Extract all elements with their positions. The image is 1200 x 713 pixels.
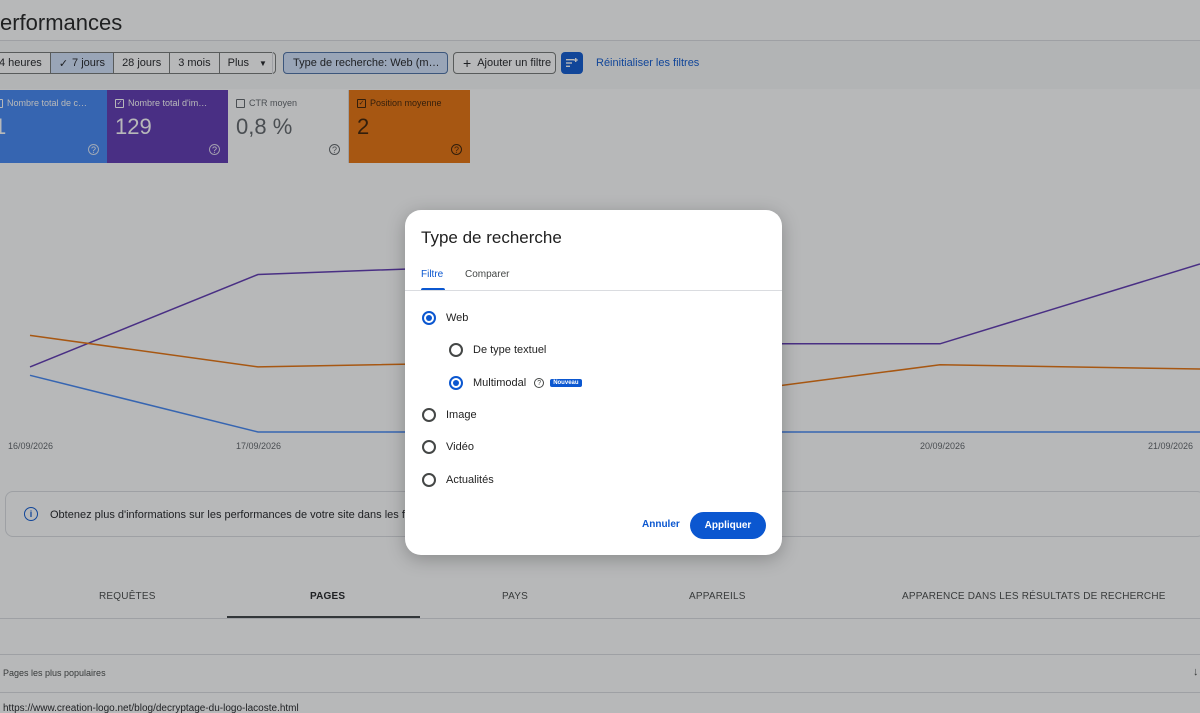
metric-label: Position moyenne — [370, 98, 442, 108]
option-multimodal[interactable]: Multimodal ? Nouveau — [449, 376, 582, 390]
option-web[interactable]: Web — [422, 311, 468, 325]
search-type-dialog: Type de recherche Filtre Comparer Web De… — [405, 210, 782, 555]
help-icon[interactable]: ? — [88, 144, 99, 155]
filter-settings-button[interactable] — [561, 52, 583, 74]
option-label: De type textuel — [473, 344, 547, 356]
info-banner-text: Obtenez plus d'informations sur les perf… — [50, 509, 456, 521]
table-column-header[interactable]: Pages les plus populaires — [3, 668, 106, 678]
page-title: erformances — [0, 10, 123, 35]
option-image[interactable]: Image — [422, 408, 477, 422]
date-range-more[interactable]: Plus ▼ — [218, 53, 275, 73]
radio-selected-icon — [422, 311, 436, 325]
help-icon[interactable]: ? — [534, 378, 545, 388]
help-icon[interactable]: ? — [209, 144, 220, 155]
tab-pages[interactable]: PAGES — [310, 591, 346, 602]
radio-unselected-icon — [422, 408, 436, 422]
add-filter-label: Ajouter un filtre — [477, 57, 552, 69]
add-filter-button[interactable]: + Ajouter un filtre — [453, 52, 556, 74]
metric-label: Nombre total d'im… — [128, 98, 208, 108]
metric-value: 129 — [115, 114, 152, 139]
date-range-4h[interactable]: 4 heures — [0, 57, 42, 69]
tab-countries[interactable]: PAYS — [502, 591, 528, 602]
metric-value: 0,8 % — [236, 114, 293, 139]
metric-card-total-impressions[interactable]: ✓ Nombre total d'im… 129 ? — [107, 90, 228, 163]
checkbox-checked-icon: ✓ — [115, 98, 124, 108]
option-label: Web — [446, 312, 469, 324]
date-range-selector: 4 heures ✓ 7 jours 28 jours 3 mois Plus … — [0, 52, 276, 74]
filter-list-icon — [566, 58, 578, 67]
radio-unselected-icon — [449, 343, 463, 357]
x-axis-label: 20/09/2026 — [920, 441, 966, 451]
apply-button[interactable]: Appliquer — [690, 512, 766, 539]
new-badge: Nouveau — [550, 379, 582, 387]
radio-selected-icon — [449, 376, 463, 390]
dialog-divider — [405, 290, 782, 291]
help-icon[interactable]: ? — [451, 144, 462, 155]
caret-down-icon: ▼ — [259, 58, 267, 68]
checkbox-checked-icon: ✓ — [0, 98, 3, 108]
date-range-28d[interactable]: 28 jours — [113, 53, 169, 73]
metric-card-average-ctr[interactable]: CTR moyen 0,8 % ? — [228, 90, 349, 163]
x-axis-label: 21/09/2026 — [1148, 441, 1194, 451]
date-range-3m[interactable]: 3 mois — [169, 53, 218, 73]
dialog-active-tab-indicator — [421, 288, 445, 290]
tab-queries[interactable]: REQUÊTES — [99, 591, 156, 602]
tab-search-appearance[interactable]: APPARENCE DANS LES RÉSULTATS DE RECHERCH… — [902, 591, 1166, 602]
option-label: Actualités — [446, 474, 494, 486]
reset-filters-link[interactable]: Réinitialiser les filtres — [596, 57, 700, 69]
date-range-more-label: Plus — [227, 57, 250, 69]
metric-card-average-position[interactable]: ✓ Position moyenne 2 ? — [349, 90, 470, 163]
title-divider — [0, 40, 1200, 41]
search-type-filter-label: Type de recherche: Web (m… — [293, 57, 440, 69]
metric-label: Nombre total de c… — [7, 98, 88, 108]
option-textual[interactable]: De type textuel — [449, 343, 546, 357]
active-tab-indicator — [227, 616, 420, 618]
radio-unselected-icon — [422, 440, 436, 454]
cancel-button[interactable]: Annuler — [642, 519, 680, 530]
checkbox-checked-icon: ✓ — [357, 98, 366, 108]
dimension-tabs — [0, 576, 1200, 619]
plus-icon: + — [463, 55, 472, 71]
dialog-tab-compare[interactable]: Comparer — [465, 269, 510, 280]
option-news[interactable]: Actualités — [422, 473, 494, 487]
info-icon: i — [24, 507, 38, 521]
radio-unselected-icon — [422, 473, 436, 487]
option-label: Vidéo — [446, 441, 474, 453]
date-range-7d-label: 7 jours — [72, 57, 106, 69]
tab-devices[interactable]: APPAREILS — [689, 591, 746, 602]
option-label: Image — [446, 409, 477, 421]
table-divider — [0, 654, 1200, 655]
check-icon: ✓ — [58, 57, 69, 70]
table-row-url[interactable]: https://www.creation-logo.net/blog/decry… — [3, 703, 299, 713]
option-label: Multimodal — [473, 377, 527, 389]
option-video[interactable]: Vidéo — [422, 440, 474, 454]
dialog-title: Type de recherche — [421, 228, 562, 247]
metric-card-total-clicks[interactable]: ✓ Nombre total de c… 1 ? — [0, 90, 107, 163]
checkbox-unchecked-icon — [236, 98, 245, 108]
dialog-tab-filter[interactable]: Filtre — [421, 269, 444, 280]
help-icon[interactable]: ? — [329, 144, 340, 155]
x-axis-label: 17/09/2026 — [236, 441, 282, 451]
metric-value: 2 — [357, 114, 370, 139]
x-axis-label: 16/09/2026 — [8, 441, 54, 451]
metric-label: CTR moyen — [249, 98, 298, 108]
sort-down-icon[interactable]: ↓ — [1193, 666, 1199, 678]
metric-value: 1 — [0, 114, 7, 139]
date-range-7d[interactable]: ✓ 7 jours — [49, 53, 114, 73]
toolbar-separator — [272, 52, 273, 74]
table-divider — [0, 692, 1200, 693]
